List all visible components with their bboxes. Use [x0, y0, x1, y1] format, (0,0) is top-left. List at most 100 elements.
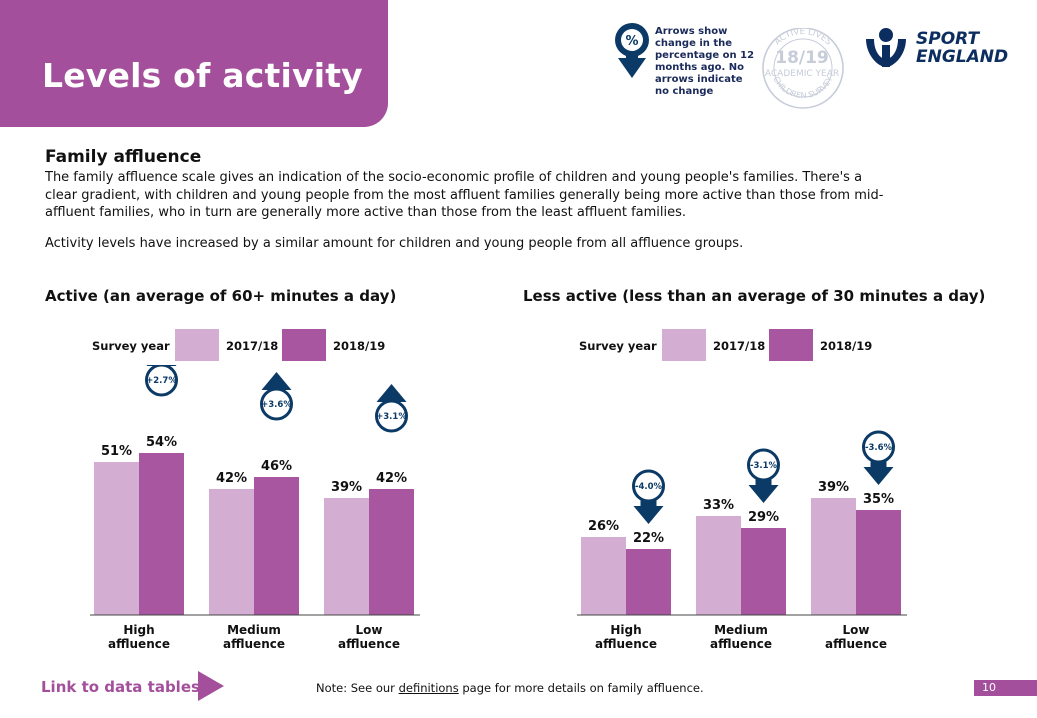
bar [581, 537, 626, 615]
note-suffix: page for more details on family affluenc… [458, 681, 704, 695]
legend-label: Survey year [92, 339, 170, 353]
definitions-link[interactable]: definitions [398, 681, 459, 695]
svg-text:ACTIVE LIVES: ACTIVE LIVES [773, 28, 833, 47]
legend-series-2018: 2018/19 [820, 339, 873, 353]
arrow-head [376, 384, 407, 402]
arrow-stem [755, 477, 772, 487]
legend-series-2018: 2018/19 [333, 339, 386, 353]
category-label: High [123, 623, 154, 637]
data-label: 42% [216, 471, 247, 486]
percent-symbol: % [625, 34, 638, 49]
page-number: 10 [982, 681, 996, 694]
change-label: +3.6% [261, 400, 292, 410]
data-label: 42% [376, 471, 407, 486]
bar [811, 498, 856, 615]
data-label: 54% [146, 435, 177, 450]
legend-series-2017: 2017/18 [226, 339, 279, 353]
change-circle [747, 448, 780, 482]
chart-title-less-active: Less active (less than an average of 30 … [523, 287, 986, 305]
arrow-head [261, 372, 292, 390]
arrow-head [748, 485, 779, 503]
legend-label: Survey year [579, 339, 657, 353]
footer-note: Note: See our definitions page for more … [316, 681, 704, 695]
brand-name: SPORT ENGLAND [916, 30, 1008, 66]
arrow-head [633, 506, 664, 524]
arrow-legend-text: Arrows show change in the percentage on … [655, 26, 755, 97]
bar [741, 528, 786, 615]
change-down-arrow-icon: -3.6% [862, 430, 895, 485]
change-label: +3.1% [376, 412, 407, 422]
category-label: affluence [223, 637, 285, 651]
category-label: affluence [338, 637, 400, 651]
category-label: affluence [710, 637, 772, 651]
change-label: +2.7% [146, 376, 177, 386]
survey-logo-ring-top: ACTIVE LIVES [773, 28, 833, 47]
percent-change-arrow-icon: % [615, 23, 649, 78]
data-label: 35% [863, 492, 894, 507]
change-circle [375, 399, 408, 433]
chart-active: 51%54%Highaffluence+2.7%42%46%Mediumaffl… [90, 365, 420, 651]
data-label: 29% [748, 510, 779, 525]
bar [209, 489, 254, 615]
chart-less-active: 26%22%Highaffluence-4.0%33%29%Mediumaffl… [577, 430, 907, 651]
legend-swatch-2017 [175, 329, 219, 361]
section-title: Family affluence [45, 147, 202, 167]
category-label: Medium [227, 623, 281, 637]
category-label: affluence [825, 637, 887, 651]
category-label: Low [356, 623, 383, 637]
category-label: affluence [595, 637, 657, 651]
bar [254, 477, 299, 615]
survey-logo-sub: ACADEMIC YEAR [764, 69, 840, 79]
data-label: 22% [633, 531, 664, 546]
bar [94, 462, 139, 615]
survey-logo: ACTIVE LIVES CHILDREN SURVEY [762, 28, 844, 109]
category-label: Low [843, 623, 870, 637]
legend-swatch-2018 [282, 329, 326, 361]
category-label: affluence [108, 637, 170, 651]
category-label: Medium [714, 623, 768, 637]
change-down-arrow-icon: -3.1% [747, 448, 780, 503]
data-label: 39% [331, 480, 362, 495]
change-label: -3.6% [865, 443, 893, 453]
data-label: 39% [818, 480, 849, 495]
survey-logo-year: 18/19 [775, 48, 829, 68]
legend-series-2017: 2017/18 [713, 339, 766, 353]
bar [139, 453, 184, 615]
play-arrow-icon[interactable] [198, 671, 224, 701]
page-number-band [974, 680, 1037, 696]
category-label: High [610, 623, 641, 637]
change-up-arrow-icon: +3.6% [260, 372, 293, 421]
intro-paragraph: The family affluence scale gives an indi… [45, 170, 884, 220]
data-label: 46% [261, 459, 292, 474]
change-circle [862, 430, 895, 464]
change-up-arrow-icon: +2.7% [145, 365, 178, 397]
page-title: Levels of activity [42, 56, 363, 95]
bar [626, 549, 671, 615]
brand-line1: SPORT [916, 29, 980, 49]
bar [324, 498, 369, 615]
change-circle [145, 365, 178, 397]
chart-title-active: Active (an average of 60+ minutes a day) [45, 287, 397, 305]
header-band [0, 0, 388, 127]
change-label: -3.1% [750, 461, 778, 471]
change-up-arrow-icon: +3.1% [375, 384, 408, 433]
bar [369, 489, 414, 615]
data-label: 51% [101, 444, 132, 459]
bar [696, 516, 741, 615]
data-label: 33% [703, 498, 734, 513]
brand-line2: ENGLAND [916, 47, 1009, 67]
arrow-stem [640, 498, 657, 508]
data-label: 26% [588, 519, 619, 534]
arrow-stem [870, 459, 887, 469]
summary-paragraph: Activity levels have increased by a simi… [45, 236, 744, 251]
change-down-arrow-icon: -4.0% [632, 469, 665, 524]
bar [856, 510, 901, 615]
data-tables-link[interactable]: Link to data tables [41, 678, 200, 696]
sport-england-logo-icon [866, 28, 906, 67]
note-prefix: Note: See our [316, 681, 399, 695]
legend-swatch-2018 [769, 329, 813, 361]
change-circle [260, 387, 293, 421]
legend-swatch-2017 [662, 329, 706, 361]
change-circle [632, 469, 665, 503]
change-label: -4.0% [635, 482, 663, 492]
